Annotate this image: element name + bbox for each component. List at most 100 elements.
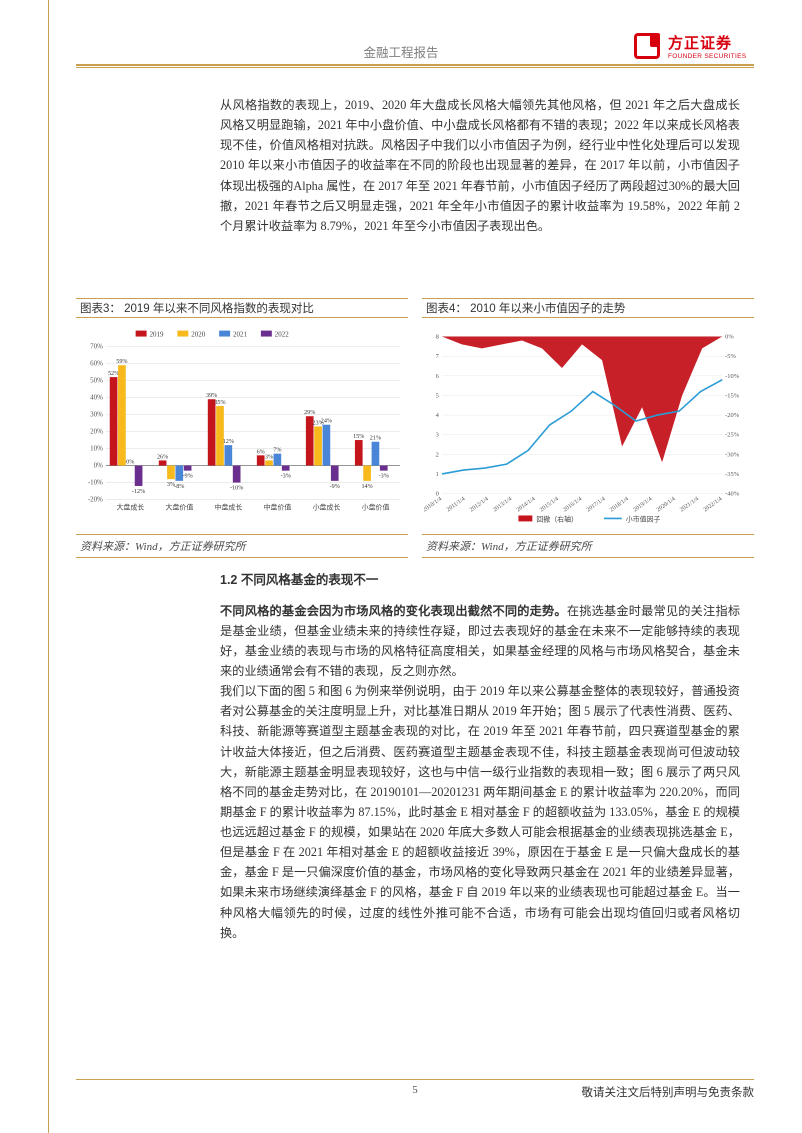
- svg-text:0%: 0%: [126, 460, 134, 466]
- svg-text:6%: 6%: [257, 449, 265, 455]
- svg-text:中盘成长: 中盘成长: [215, 503, 243, 512]
- svg-text:2022: 2022: [275, 331, 289, 339]
- svg-text:3: 3: [436, 432, 439, 439]
- section-1.2: 1.2 不同风格基金的表现不一 不同风格的基金会因为市场风格的变化表现出截然不同…: [220, 570, 740, 943]
- svg-text:-40%: -40%: [725, 491, 740, 498]
- svg-text:8: 8: [436, 334, 439, 341]
- svg-text:7: 7: [436, 353, 440, 360]
- paragraph-1: 从风格指数的表现上，2019、2020 年大盘成长风格大幅领先其他风格，但 20…: [220, 95, 740, 236]
- svg-text:2021/1/4: 2021/1/4: [679, 496, 700, 513]
- svg-text:2021: 2021: [233, 331, 247, 339]
- svg-text:29%: 29%: [304, 410, 315, 416]
- logo-en: FOUNDER SECURITIES: [668, 53, 746, 60]
- svg-text:-35%: -35%: [725, 471, 740, 478]
- chart3-body: -20% -10% 0% 10% 20% 30% 40% 50% 60% 70% 2019 2020 2…: [76, 318, 408, 534]
- header-rule-thick: [76, 64, 754, 66]
- svg-text:-15%: -15%: [725, 392, 740, 399]
- svg-text:2016/1/4: 2016/1/4: [562, 496, 583, 513]
- svg-text:大盘成长: 大盘成长: [116, 503, 144, 512]
- footer-disclaimer: 敬请关注文后特别声明与免责条款: [582, 1084, 755, 1100]
- svg-text:5: 5: [436, 392, 439, 399]
- svg-text:大盘价值: 大盘价值: [166, 503, 194, 512]
- svg-text:2020: 2020: [191, 331, 205, 339]
- svg-text:-5%: -5%: [725, 353, 736, 360]
- svg-text:10%: 10%: [90, 445, 103, 453]
- para2: 不同风格的基金会因为市场风格的变化表现出截然不同的走势。在挑选基金时最常见的关注…: [220, 601, 740, 682]
- founder-logo-icon: [634, 33, 660, 59]
- page-header: 金融工程报告 方正证券 FOUNDER SECURITIES: [0, 40, 802, 84]
- svg-text:中盘价值: 中盘价值: [264, 503, 292, 512]
- chart4-container: 图表4： 2010 年以来小市值因子的走势 0123456780%-5%-10%…: [422, 298, 754, 558]
- svg-text:小市值因子: 小市值因子: [626, 514, 661, 523]
- svg-text:35%: 35%: [214, 400, 225, 406]
- svg-text:2019/1/4: 2019/1/4: [632, 496, 653, 513]
- chart4-title: 图表4： 2010 年以来小市值因子的走势: [422, 298, 754, 318]
- svg-text:2011/1/4: 2011/1/4: [446, 496, 467, 513]
- svg-text:2020/1/4: 2020/1/4: [656, 496, 677, 513]
- svg-text:回撤（右轴）: 回撤（右轴）: [536, 514, 578, 523]
- svg-text:-30%: -30%: [725, 451, 740, 458]
- charts-row: 图表3： 2019 年以来不同风格指数的表现对比 -20%-10%0%10%20…: [76, 298, 754, 558]
- svg-text:-3%: -3%: [281, 474, 291, 480]
- section12-title: 1.2 不同风格基金的表现不一: [220, 570, 740, 591]
- svg-text:2015/1/4: 2015/1/4: [539, 496, 560, 513]
- para1-text: 从风格指数的表现上，2019、2020 年大盘成长风格大幅领先其他风格，但 20…: [220, 95, 740, 236]
- svg-text:-10%: -10%: [725, 373, 740, 380]
- header-rule-thin: [76, 67, 754, 68]
- svg-text:小盘成长: 小盘成长: [313, 503, 341, 512]
- svg-text:7%: 7%: [273, 448, 281, 454]
- svg-text:2010/1/4: 2010/1/4: [424, 496, 443, 513]
- para2-bold: 不同风格的基金会因为市场风格的变化表现出截然不同的走势。: [220, 604, 567, 618]
- svg-text:-12%: -12%: [132, 489, 145, 495]
- logo-cn: 方正证券: [668, 32, 746, 53]
- svg-text:-20%: -20%: [88, 496, 103, 504]
- svg-text:2022/1/4: 2022/1/4: [703, 496, 724, 513]
- svg-text:-3%: -3%: [379, 474, 389, 480]
- page-footer: 5 敬请关注文后特别声明与免责条款: [76, 1079, 754, 1103]
- svg-text:-25%: -25%: [725, 432, 740, 439]
- svg-text:30%: 30%: [90, 411, 103, 419]
- svg-text:4: 4: [436, 412, 440, 419]
- chart4-source: 资料来源：Wind，方正证券研究所: [422, 534, 754, 558]
- svg-text:-9%: -9%: [182, 474, 192, 480]
- para3: 我们以下面的图 5 和图 6 为例来举例说明，由于 2019 年以来公募基金整体…: [220, 681, 740, 943]
- svg-text:6: 6: [436, 373, 440, 380]
- svg-text:1: 1: [436, 471, 439, 478]
- chart4-svg: 0123456780%-5%-10%-15%-20%-25%-30%-35%-4…: [424, 324, 752, 532]
- chart4-body: 0123456780%-5%-10%-15%-20%-25%-30%-35%-4…: [422, 318, 754, 534]
- chart3-container: 图表3： 2019 年以来不同风格指数的表现对比 -20% -10% 0% 10% 20…: [76, 298, 408, 558]
- svg-text:70%: 70%: [90, 342, 103, 350]
- svg-text:26%: 26%: [157, 454, 168, 460]
- chart3-svg: -20% -10% 0% 10% 20% 30% 40% 50% 60% 70% 2019 2020 2…: [78, 324, 406, 532]
- chart3-source: 资料来源：Wind，方正证券研究所: [76, 534, 408, 558]
- svg-text:15%: 15%: [353, 434, 364, 440]
- svg-text:0%: 0%: [94, 462, 103, 470]
- left-margin-rule: [48, 0, 49, 1133]
- svg-text:-10%: -10%: [88, 479, 103, 487]
- svg-text:3%: 3%: [265, 454, 273, 460]
- svg-text:2018/1/4: 2018/1/4: [609, 496, 630, 513]
- svg-text:小盘价值: 小盘价值: [362, 503, 390, 512]
- svg-text:20%: 20%: [90, 428, 103, 436]
- svg-text:50%: 50%: [90, 376, 103, 384]
- svg-text:59%: 59%: [116, 359, 127, 365]
- svg-text:2013/1/4: 2013/1/4: [492, 496, 513, 513]
- svg-text:2012/1/4: 2012/1/4: [469, 496, 490, 513]
- svg-text:12%: 12%: [223, 439, 234, 445]
- svg-text:-9%: -9%: [330, 484, 340, 490]
- svg-text:0%: 0%: [725, 334, 734, 341]
- svg-text:24%: 24%: [321, 419, 332, 425]
- svg-text:-20%: -20%: [725, 412, 740, 419]
- svg-text:2019: 2019: [150, 331, 164, 339]
- svg-text:60%: 60%: [90, 359, 103, 367]
- svg-text:2: 2: [436, 451, 439, 458]
- svg-text:-8%: -8%: [174, 484, 184, 490]
- logo: 方正证券 FOUNDER SECURITIES: [634, 32, 754, 62]
- svg-text:52%: 52%: [108, 371, 119, 377]
- svg-text:14%: 14%: [361, 484, 372, 490]
- svg-text:-10%: -10%: [230, 486, 243, 492]
- chart3-title: 图表3： 2019 年以来不同风格指数的表现对比: [76, 298, 408, 318]
- svg-text:40%: 40%: [90, 394, 103, 402]
- svg-text:2014/1/4: 2014/1/4: [516, 496, 537, 513]
- svg-text:39%: 39%: [206, 393, 217, 399]
